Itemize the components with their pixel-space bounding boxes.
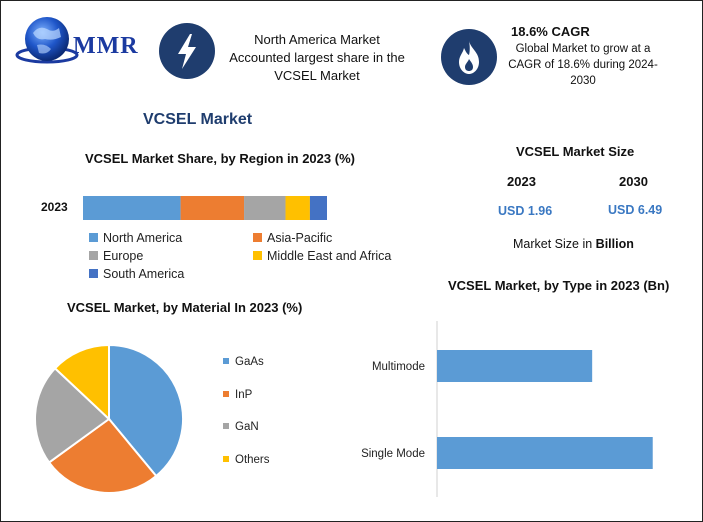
region-legend-item: South America: [89, 267, 184, 281]
legend-label: GaAs: [235, 356, 264, 368]
region-category-label: 2023: [41, 200, 68, 214]
legend-label: North America: [103, 231, 183, 245]
highlight-line: Global Market to grow at a: [515, 43, 651, 55]
legend-swatch: [89, 269, 98, 278]
market-size-year-2023: 2023: [507, 174, 536, 189]
market-size-value-2023: USD 1.96: [498, 204, 553, 218]
pie-slice-inp: [47, 417, 158, 494]
legend-label: InP: [235, 388, 253, 401]
highlight-line: Accounted largest share in the: [229, 50, 405, 65]
region-legend-item: Europe: [89, 249, 143, 263]
logo-text: MMR: [73, 33, 139, 59]
flame-icon: [441, 29, 497, 85]
unit-prefix: Market Size in: [513, 237, 596, 251]
pie-slice-gaas: [108, 343, 184, 478]
legend-swatch: [253, 251, 262, 260]
mmr-globe-logo-icon: [15, 17, 79, 64]
type-bar-single-mode: [437, 437, 653, 469]
region-chart-title: VCSEL Market Share, by Region in 2023 (%…: [85, 151, 355, 166]
legend-swatch: [223, 455, 229, 462]
type-chart-title: VCSEL Market, by Type in 2023 (Bn): [448, 278, 670, 293]
highlight-line: VCSEL Market: [274, 68, 360, 83]
legend-swatch: [223, 390, 229, 397]
region-bar-segment-asia-pacific: [180, 196, 245, 220]
market-size-value-2030: USD 6.49: [608, 203, 663, 217]
legend-swatch: [223, 358, 229, 364]
pie-slice-gan: [34, 366, 111, 464]
legend-label: GaN: [235, 421, 259, 433]
type-bar-chart: Multimode Single Mode: [361, 321, 653, 497]
legend-label: Asia-Pacific: [267, 231, 333, 245]
region-stacked-bar: [83, 196, 327, 220]
region-bar-segment-europe: [244, 196, 286, 220]
legend-swatch: [253, 233, 262, 242]
material-chart-title: VCSEL Market, by Material In 2023 (%): [67, 300, 303, 315]
region-legend-item: Asia-Pacific: [253, 231, 332, 245]
highlight-north-america-text: North America Market Accounted largest s…: [219, 31, 415, 85]
type-category-label: Multimode: [372, 361, 425, 373]
material-legend-item: GaN: [223, 421, 259, 433]
cagr-title: 18.6% CAGR: [511, 24, 590, 39]
legend-swatch: [89, 251, 98, 260]
pie-slice-others: [53, 343, 110, 422]
type-category-label: Single Mode: [361, 448, 425, 460]
material-legend-item: GaAs: [223, 356, 264, 368]
market-size-title: VCSEL Market Size: [516, 144, 635, 159]
unit-bold: Billion: [595, 237, 634, 251]
legend-swatch: [223, 423, 229, 429]
highlight-line: North America Market: [254, 32, 380, 47]
region-bar-segment-north-america: [83, 196, 181, 220]
material-legend-item: Others: [223, 454, 270, 466]
market-size-year-2030: 2030: [619, 174, 648, 189]
page-title: VCSEL Market: [143, 111, 253, 128]
legend-swatch: [89, 233, 98, 242]
legend-label: South America: [103, 267, 185, 281]
lightning-bolt-icon: [159, 23, 215, 79]
region-legend-item: North America: [89, 231, 182, 245]
type-bar-multimode: [437, 350, 593, 382]
region-legend-item: Middle East and Africa: [253, 249, 391, 263]
region-bar-segment-middle-east-and-africa: [285, 196, 310, 220]
highlight-line: CAGR of 18.6% during 2024-: [508, 59, 658, 71]
legend-label: Others: [235, 453, 270, 466]
legend-label: Middle East and Africa: [267, 249, 392, 263]
highlight-line: 2030: [570, 75, 596, 87]
material-legend-item: InP: [223, 389, 252, 401]
cagr-description: Global Market to grow at a CAGR of 18.6%…: [501, 41, 665, 89]
region-bar-segment-south-america: [309, 196, 327, 220]
legend-label: Europe: [103, 249, 144, 263]
market-size-unit: Market Size in Billion: [513, 237, 634, 251]
material-pie-chart: [34, 343, 184, 494]
